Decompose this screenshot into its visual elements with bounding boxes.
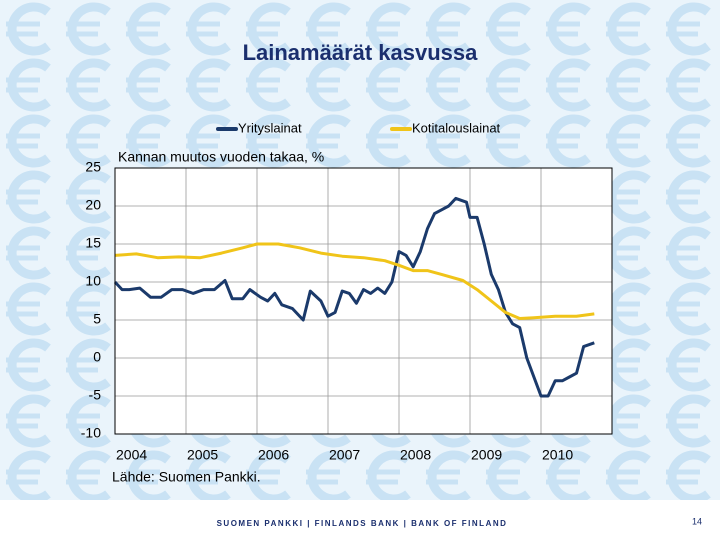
y-tick-label: -5 [89,387,102,403]
x-tick-label: 2009 [471,447,502,463]
plot-area [115,168,612,434]
source: Lähde: Suomen Pankki. [112,469,261,485]
footer: SUOMEN PANKKI | FINLANDS BANK | BANK OF … [217,519,508,528]
x-tick-label: 2004 [116,447,147,463]
x-tick-label: 2006 [258,447,289,463]
page-number: 14 [692,516,702,526]
footer-band [0,500,720,540]
x-tick-label: 2007 [329,447,360,463]
series-line [113,196,595,398]
series-line [114,242,595,320]
y-tick-label: 5 [93,311,101,327]
plot-frame [114,167,613,435]
x-tick-label: 2008 [400,447,431,463]
y-tick-label: 10 [85,273,101,289]
legend-label: Yrityslainat [238,120,302,135]
y-tick-label: 15 [85,235,101,251]
y-tick-label: -10 [81,425,101,441]
legend-label: Kotitalouslainat [412,120,501,135]
lines [113,196,595,398]
chart-title: Lainamäärät kasvussa [243,40,479,65]
x-tick-label: 2005 [187,447,218,463]
y-tick-label: 20 [85,197,101,213]
y-tick-label: 25 [85,159,101,175]
annotation: Kannan muutos vuoden takaa, % [118,149,324,165]
y-tick-label: 0 [93,349,101,365]
x-tick-label: 2010 [542,447,573,463]
